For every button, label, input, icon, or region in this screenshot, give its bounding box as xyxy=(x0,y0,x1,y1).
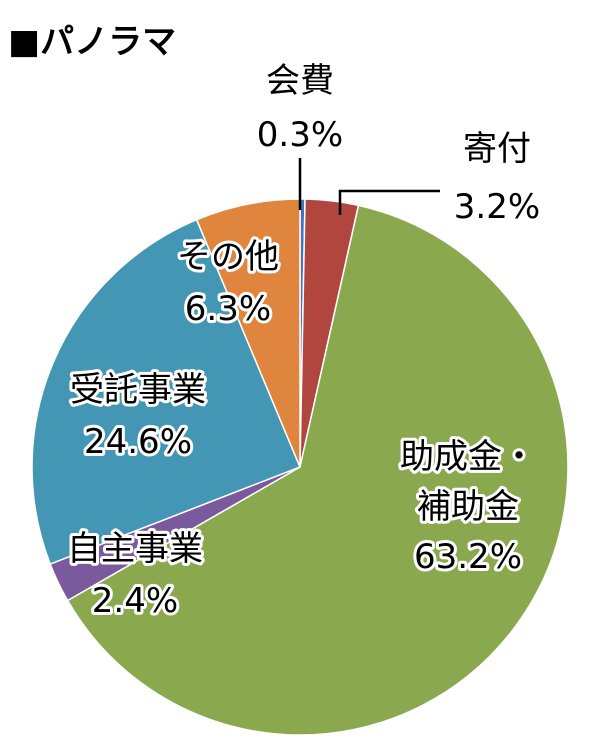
slice-label-4: 受託事業 xyxy=(70,370,206,410)
slice-label-5: その他 xyxy=(177,237,279,277)
pie-slice-4 xyxy=(31,218,301,566)
chart-title: ■パノラマ xyxy=(8,22,177,62)
slice-value-5: 6.3% xyxy=(185,289,271,329)
slice-label-3: 自主事業 xyxy=(67,529,203,569)
slice-value-3: 2.4% xyxy=(92,581,178,621)
pie-slice-2 xyxy=(66,204,569,736)
slice-label-1: 寄付 xyxy=(463,129,531,169)
slice-value-1: 3.2% xyxy=(454,187,540,227)
leader-line-1 xyxy=(338,189,440,215)
slice-value-0: 0.3% xyxy=(257,115,343,155)
slice-value-2: 63.2% xyxy=(414,537,522,577)
slice-label-0: 会費 xyxy=(266,61,334,101)
slice-value-4: 24.6% xyxy=(84,422,192,462)
slice-label-2-line2: 補助金 xyxy=(417,487,519,527)
slice-label-2-line1: 助成金・ xyxy=(400,437,536,477)
